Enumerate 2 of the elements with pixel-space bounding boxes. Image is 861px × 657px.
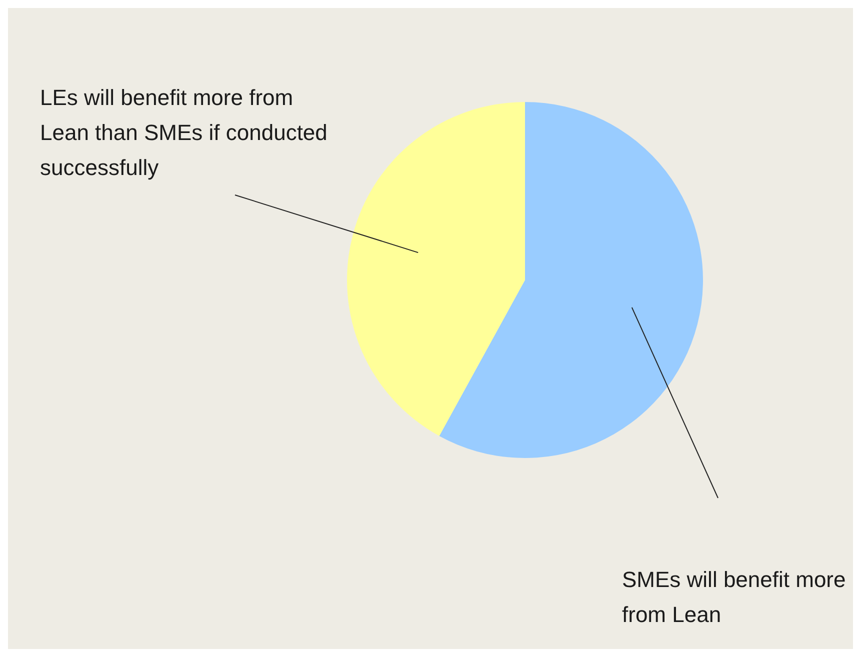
slice-label: LEs will benefit more from Lean than SMEs if conducted successfully bbox=[40, 85, 328, 180]
slice-label: SMEs will benefit more from Lean bbox=[622, 567, 846, 628]
